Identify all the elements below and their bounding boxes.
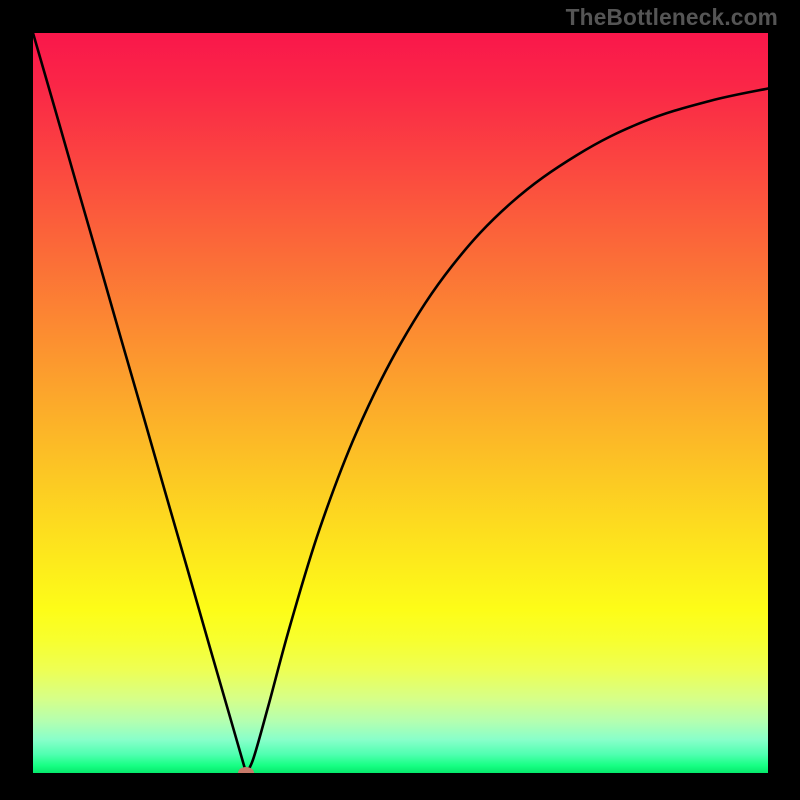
- minimum-marker: [238, 767, 254, 773]
- watermark-text: TheBottleneck.com: [566, 4, 778, 31]
- plot-area: [33, 33, 768, 773]
- bottleneck-curve: [33, 33, 768, 773]
- chart-container: TheBottleneck.com: [0, 0, 800, 800]
